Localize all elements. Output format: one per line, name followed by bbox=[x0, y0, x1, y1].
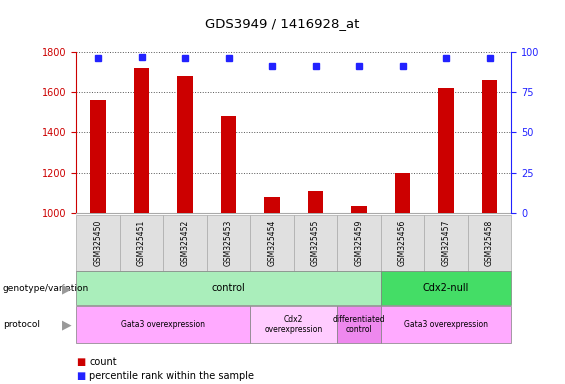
Text: Gata3 overexpression: Gata3 overexpression bbox=[121, 320, 205, 329]
Bar bbox=[264, 197, 280, 213]
Text: GSM325459: GSM325459 bbox=[355, 220, 363, 266]
Bar bbox=[424, 215, 468, 271]
Bar bbox=[294, 215, 337, 271]
Bar bbox=[134, 68, 149, 213]
Text: differentiated
control: differentiated control bbox=[333, 314, 385, 334]
Text: GSM325457: GSM325457 bbox=[442, 220, 450, 266]
Bar bbox=[76, 215, 120, 271]
Bar bbox=[76, 306, 250, 343]
Text: ▶: ▶ bbox=[62, 283, 72, 296]
Text: GSM325450: GSM325450 bbox=[94, 220, 102, 266]
Bar bbox=[337, 215, 381, 271]
Text: ■: ■ bbox=[76, 357, 85, 367]
Text: ■: ■ bbox=[76, 371, 85, 381]
Bar bbox=[482, 80, 497, 213]
Bar bbox=[250, 215, 294, 271]
Text: protocol: protocol bbox=[3, 320, 40, 329]
Bar bbox=[395, 173, 410, 213]
Text: genotype/variation: genotype/variation bbox=[3, 284, 89, 293]
Bar bbox=[90, 100, 106, 213]
Text: GSM325455: GSM325455 bbox=[311, 220, 320, 266]
Bar bbox=[438, 88, 454, 213]
Text: GSM325451: GSM325451 bbox=[137, 220, 146, 266]
Bar bbox=[381, 271, 511, 305]
Bar bbox=[221, 116, 236, 213]
Text: GSM325456: GSM325456 bbox=[398, 220, 407, 266]
Bar bbox=[308, 191, 323, 213]
Text: GSM325458: GSM325458 bbox=[485, 220, 494, 266]
Text: ▶: ▶ bbox=[62, 318, 72, 331]
Text: GDS3949 / 1416928_at: GDS3949 / 1416928_at bbox=[205, 17, 360, 30]
Bar bbox=[381, 215, 424, 271]
Text: Cdx2
overexpression: Cdx2 overexpression bbox=[264, 314, 323, 334]
Text: control: control bbox=[212, 283, 245, 293]
Text: Gata3 overexpression: Gata3 overexpression bbox=[404, 320, 488, 329]
Bar bbox=[468, 215, 511, 271]
Bar bbox=[381, 306, 511, 343]
Text: Cdx2-null: Cdx2-null bbox=[423, 283, 470, 293]
Bar bbox=[250, 306, 337, 343]
Bar bbox=[207, 215, 250, 271]
Text: GSM325452: GSM325452 bbox=[181, 220, 189, 266]
Text: GSM325454: GSM325454 bbox=[268, 220, 276, 266]
Text: percentile rank within the sample: percentile rank within the sample bbox=[89, 371, 254, 381]
Bar bbox=[177, 76, 193, 213]
Bar bbox=[163, 215, 207, 271]
Bar bbox=[120, 215, 163, 271]
Bar bbox=[76, 271, 381, 305]
Text: count: count bbox=[89, 357, 117, 367]
Text: GSM325453: GSM325453 bbox=[224, 220, 233, 266]
Bar bbox=[351, 206, 367, 213]
Bar bbox=[337, 306, 381, 343]
